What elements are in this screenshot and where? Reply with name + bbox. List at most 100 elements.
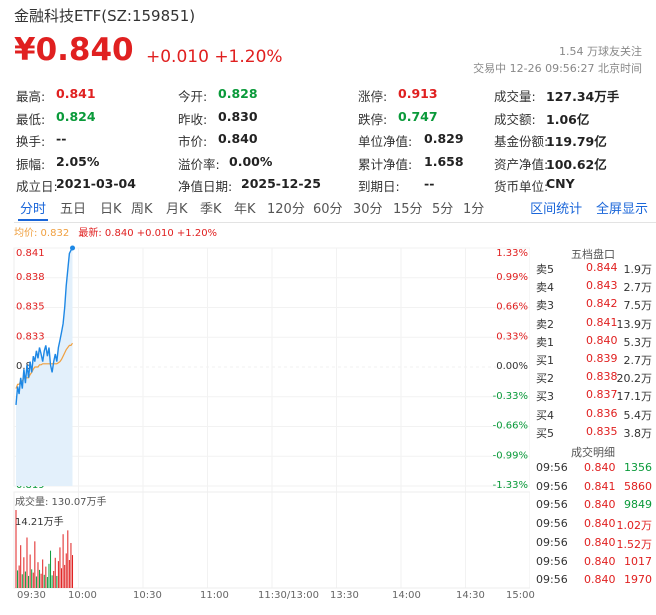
orderbook-title: 五档盘口 [571, 248, 615, 261]
volume-bar [23, 557, 25, 588]
orderbook-row[interactable]: 买2 0.838 20.2万 [534, 370, 654, 388]
volume-bar [40, 573, 42, 588]
trade-row: 09:56 0.840 1356 [534, 461, 654, 480]
orderbook-volume: 5.3万 [623, 335, 653, 349]
orderbook-price: 0.842 [586, 297, 618, 311]
trade-time: 09:56 [536, 517, 568, 531]
intraday-chart[interactable]: 0.841 1.33% 0.838 0.99% 0.835 0.66% 0.833 0.33%… [0, 238, 530, 598]
quote-value: 2025-12-25 [241, 176, 321, 191]
volume-bar [29, 554, 31, 588]
time-label: 13:30 [330, 590, 359, 601]
tab-1[interactable]: 五日 [60, 202, 87, 217]
quote-label: 成交额: [494, 111, 536, 127]
orderbook-price: 0.837 [586, 388, 618, 402]
trade-price: 0.841 [584, 479, 616, 493]
quote-label: 换手: [16, 134, 46, 149]
volume-bar [57, 561, 59, 588]
orderbook-row[interactable]: 卖3 0.842 7.5万 [534, 297, 654, 315]
trade-time: 09:56 [536, 461, 568, 474]
quote-value: 0.824 [56, 108, 96, 124]
quote-value: 0.840 [218, 131, 258, 146]
latest-price-dot [70, 245, 76, 251]
volume-bar [54, 557, 56, 588]
tab-2[interactable]: 日K [100, 202, 122, 217]
tab-7[interactable]: 120分 [267, 202, 305, 217]
orderbook-volume: 3.8万 [623, 426, 653, 440]
orderbook-price: 0.836 [586, 406, 618, 420]
volume-bar [39, 569, 41, 588]
tab-5[interactable]: 季K [200, 202, 222, 217]
tab-4[interactable]: 月K [166, 202, 188, 217]
tab-11[interactable]: 5分 [432, 202, 454, 217]
tab-9[interactable]: 30分 [353, 202, 383, 217]
follower-count[interactable]: 1.54 万球友关注 [559, 45, 642, 58]
pct-tick: 0.33% [496, 331, 528, 342]
quote-value: 0.00% [229, 153, 273, 169]
trade-time: 09:56 [536, 498, 568, 512]
time-label: 14:30 [456, 590, 485, 601]
quote-label: 净值日期: [178, 179, 233, 194]
trade-price: 0.840 [584, 498, 616, 512]
volume-bar [51, 575, 53, 588]
range-stats-link[interactable]: 区间统计 [530, 202, 583, 217]
trade-row: 09:56 0.840 1017 [534, 555, 654, 574]
divider [14, 222, 656, 223]
tab-6[interactable]: 年K [234, 202, 256, 217]
orderbook-price: 0.839 [586, 352, 618, 365]
quote-value: 0.913 [398, 86, 438, 101]
orderbook-volume: 5.4万 [623, 408, 653, 422]
orderbook-row[interactable]: 卖5 0.844 1.9万 [534, 261, 654, 279]
quote-label: 最低: [16, 111, 46, 127]
price-area-fill [16, 248, 73, 486]
volume-panel-frame [13, 491, 530, 589]
volume-bar [37, 562, 39, 588]
orderbook-price: 0.840 [586, 333, 618, 347]
quote-label: 成交量: [494, 89, 536, 104]
trade-volume: 1970 [624, 573, 652, 587]
tab-8[interactable]: 60分 [313, 202, 343, 217]
orderbook-row[interactable]: 买3 0.837 17.1万 [534, 388, 654, 406]
volume-bar [17, 570, 19, 588]
time-label: 09:30 [17, 590, 46, 601]
orderbook-row[interactable]: 买4 0.836 5.4万 [534, 407, 654, 425]
chart-legend: 均价: 0.832 最新: 0.840 +0.010 +1.20% [14, 224, 217, 239]
volume-label: 成交量: 130.07万手 [15, 497, 107, 508]
tab-0[interactable]: 分时 [20, 202, 47, 217]
fullscreen-link[interactable]: 全屏显示 [595, 202, 648, 217]
pct-tick: -0.99% [493, 450, 528, 461]
quote-label: 振幅: [16, 156, 46, 172]
trade-volume: 9849 [624, 498, 652, 512]
volume-bar [31, 569, 33, 588]
trade-volume: 1.02万 [616, 519, 653, 533]
tab-10[interactable]: 15分 [393, 202, 423, 217]
chart-period-tabs: 分时 五日 日K 周K 月K 季K 年K 120分 60分 30分 15分 5分 1分 [14, 198, 644, 220]
time-label: 14:00 [392, 590, 421, 601]
price-change: +0.010 +1.20% [146, 47, 283, 67]
trade-volume: 1.52万 [616, 537, 653, 551]
orderbook-volume: 20.2万 [616, 372, 653, 386]
stock-title: 金融科技ETF(SZ:159851) [14, 7, 196, 25]
trade-time: 09:56 [536, 479, 568, 493]
quote-label: 今开: [178, 89, 208, 104]
orderbook-row[interactable]: 买1 0.839 2.7万 [534, 352, 654, 370]
orderbook-price: 0.835 [586, 424, 618, 438]
trade-row: 09:56 0.841 5860 [534, 480, 654, 499]
chart-actions: 区间统计 全屏显示 [520, 198, 648, 217]
volume-bar [46, 577, 48, 588]
quote-value: 0.829 [424, 131, 464, 146]
trade-detail-title: 成交明细 [571, 446, 615, 459]
price-tick: 0.835 [16, 302, 45, 313]
orderbook-row[interactable]: 卖2 0.841 13.9万 [534, 316, 654, 334]
quote-value: 0.841 [56, 86, 96, 101]
orderbook-row[interactable]: 买5 0.835 3.8万 [534, 425, 654, 443]
tab-12[interactable]: 1分 [463, 202, 485, 217]
orderbook-volume: 7.5万 [623, 299, 653, 313]
orderbook-volume: 2.7万 [623, 281, 653, 295]
orderbook-row[interactable]: 卖1 0.840 5.3万 [534, 334, 654, 352]
tab-3[interactable]: 周K [131, 202, 153, 217]
orderbook-row[interactable]: 卖4 0.843 2.7万 [534, 279, 654, 297]
time-label: 11:00 [200, 590, 229, 601]
volume-bar [24, 571, 26, 588]
quote-value: CNY [546, 176, 575, 191]
volume-bar [35, 576, 37, 588]
